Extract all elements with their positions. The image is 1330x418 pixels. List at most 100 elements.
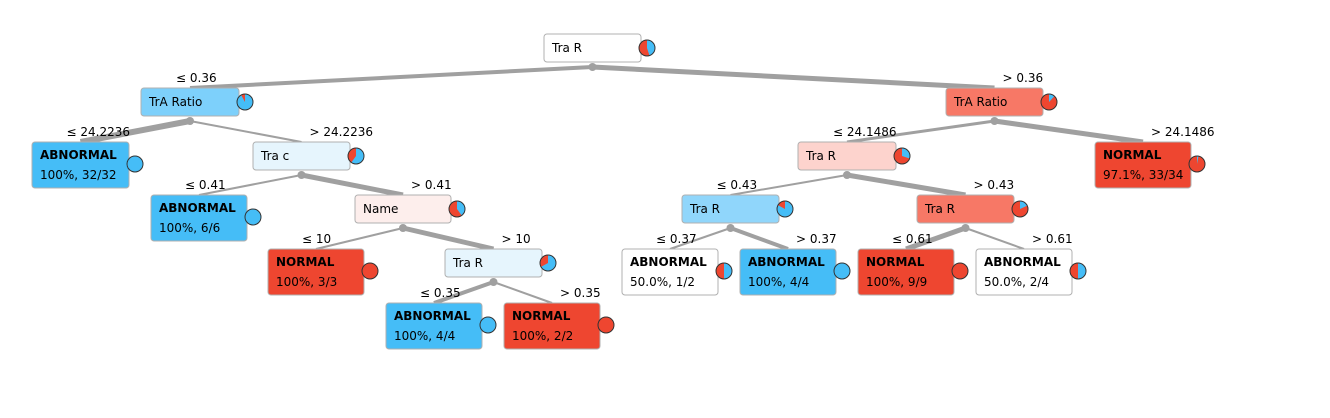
edge-label: ≤ 24.1486 [833, 125, 897, 139]
edge-label: > 0.37 [796, 232, 837, 246]
edge-label: > 0.43 [974, 178, 1015, 192]
edge-label: > 10 [502, 232, 531, 246]
tree-edge [729, 226, 789, 251]
node-attribute-label: Name [363, 202, 398, 216]
class-distribution-pie-icon [1188, 155, 1206, 173]
node-class-label: ABNORMAL [748, 255, 825, 269]
class-distribution-pie-icon [833, 262, 851, 280]
edge-label: ≤ 10 [302, 232, 331, 246]
class-distribution-pie-icon [597, 316, 615, 334]
edge-label: > 0.36 [1003, 71, 1044, 85]
split-node[interactable]: Name [354, 194, 466, 224]
node-class-label: NORMAL [1103, 148, 1162, 162]
class-distribution-pie-icon [1069, 262, 1087, 280]
edge-label: > 24.1486 [1151, 125, 1215, 139]
node-stats: 100%, 4/4 [748, 275, 809, 289]
leaf-node[interactable]: NORMAL 100%, 2/2 [503, 302, 615, 350]
class-distribution-pie-icon [776, 200, 794, 218]
split-node[interactable]: Tra R [543, 33, 656, 63]
leaf-node[interactable]: ABNORMAL 100%, 4/4 [739, 248, 851, 296]
class-distribution-pie-icon [347, 147, 365, 165]
class-distribution-pie-icon [715, 262, 733, 280]
class-distribution-pie-icon [638, 39, 656, 57]
edge-label: > 0.35 [560, 286, 601, 300]
split-node[interactable]: Tra R [916, 194, 1029, 224]
class-distribution-pie-icon [361, 262, 379, 280]
leaf-node[interactable]: ABNORMAL 100%, 32/32 [31, 141, 144, 189]
edge-label: ≤ 0.61 [892, 232, 933, 246]
node-stats: 100%, 6/6 [159, 221, 220, 235]
leaf-node[interactable]: NORMAL 100%, 3/3 [267, 248, 379, 296]
leaf-node[interactable]: ABNORMAL 50.0%, 1/2 [621, 248, 733, 296]
node-class-label: ABNORMAL [394, 309, 471, 323]
node-class-label: NORMAL [866, 255, 925, 269]
split-node[interactable]: Tra c [252, 141, 365, 171]
tree-nodes: Tra R TrA Ratio TrA Ratio ABNORMAL 100%, 32/… [31, 33, 1206, 350]
node-class-label: ABNORMAL [40, 148, 117, 162]
tree-edge [846, 119, 995, 144]
class-distribution-pie-icon [126, 155, 144, 173]
class-distribution-pie-icon [1011, 200, 1029, 218]
node-stats: 100%, 9/9 [866, 275, 927, 289]
edge-label: ≤ 0.37 [656, 232, 697, 246]
tree-edge [905, 225, 967, 252]
split-node[interactable]: TrA Ratio [945, 87, 1058, 117]
split-node[interactable]: Tra R [681, 194, 794, 224]
tree-edge [402, 225, 495, 252]
class-distribution-pie-icon [539, 254, 557, 272]
node-stats: 100%, 3/3 [276, 275, 337, 289]
node-attribute-label: Tra R [689, 202, 720, 216]
node-attribute-label: Tra c [260, 149, 289, 163]
leaf-node[interactable]: NORMAL 97.1%, 33/34 [1094, 141, 1206, 189]
node-attribute-label: Tra R [805, 149, 836, 163]
node-attribute-label: TrA Ratio [148, 95, 202, 109]
edge-label: ≤ 0.41 [185, 178, 226, 192]
split-node[interactable]: TrA Ratio [140, 87, 254, 117]
class-distribution-pie-icon [244, 208, 262, 226]
tree-edge [315, 227, 404, 250]
node-class-label: ABNORMAL [984, 255, 1061, 269]
node-stats: 50.0%, 1/2 [630, 275, 695, 289]
node-stats: 100%, 2/2 [512, 329, 573, 343]
leaf-node[interactable]: ABNORMAL 100%, 4/4 [385, 302, 497, 350]
class-distribution-pie-icon [951, 262, 969, 280]
edge-label: ≤ 0.43 [717, 178, 758, 192]
edge-label: > 24.2236 [310, 125, 374, 139]
class-distribution-pie-icon [1040, 93, 1058, 111]
tree-edge [592, 64, 995, 91]
tree-edge [493, 281, 553, 304]
tree-edge [189, 120, 302, 143]
tree-edges: ≤ 0.36 > 0.36 ≤ 24.2236 > 24.2236 ≤ 0.41 > 0.… [67, 63, 1215, 305]
node-attribute-label: Tra R [452, 256, 483, 270]
split-node[interactable]: Tra R [444, 248, 557, 278]
tree-edge [846, 172, 966, 198]
leaf-node[interactable]: ABNORMAL 100%, 6/6 [150, 194, 262, 242]
tree-edge [965, 227, 1025, 250]
tree-edge [79, 118, 191, 145]
node-attribute-label: Tra R [551, 41, 582, 55]
class-distribution-pie-icon [893, 147, 911, 165]
node-stats: 50.0%, 2/4 [984, 275, 1049, 289]
node-attribute-label: Tra R [924, 202, 955, 216]
leaf-node[interactable]: ABNORMAL 50.0%, 2/4 [975, 248, 1087, 296]
tree-edge [730, 174, 848, 196]
edge-label: ≤ 24.2236 [67, 125, 131, 139]
node-stats: 100%, 4/4 [394, 329, 455, 343]
edge-label: > 0.41 [411, 178, 452, 192]
tree-edge [433, 280, 495, 305]
node-class-label: ABNORMAL [159, 201, 236, 215]
edge-label: ≤ 0.36 [176, 71, 217, 85]
class-distribution-pie-icon [479, 316, 497, 334]
tree-edge [189, 65, 593, 90]
tree-edge [301, 172, 404, 198]
tree-edge [994, 118, 1144, 145]
node-attribute-label: TrA Ratio [953, 95, 1007, 109]
leaf-node[interactable]: NORMAL 100%, 9/9 [857, 248, 969, 296]
tree-edge [669, 227, 731, 250]
split-node[interactable]: Tra R [797, 141, 911, 171]
tree-edge [198, 174, 302, 196]
edge-label: ≤ 0.35 [420, 286, 461, 300]
node-stats: 97.1%, 33/34 [1103, 168, 1183, 182]
node-class-label: NORMAL [512, 309, 571, 323]
